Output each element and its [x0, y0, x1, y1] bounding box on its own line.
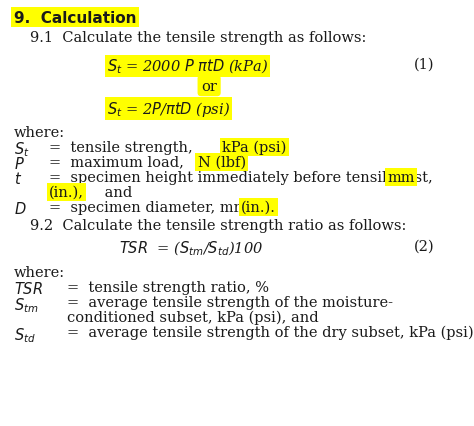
Text: =  specimen height immediately before tensile test,: = specimen height immediately before ten… [49, 170, 437, 184]
Text: (1): (1) [413, 58, 434, 72]
Text: mm: mm [388, 170, 415, 184]
Text: where:: where: [14, 265, 65, 279]
Text: 9.1  Calculate the tensile strength as follows:: 9.1 Calculate the tensile strength as fo… [30, 32, 367, 45]
Text: $t$: $t$ [14, 170, 22, 187]
Text: $S_t$: $S_t$ [14, 140, 30, 159]
Text: $TSR$: $TSR$ [14, 280, 43, 296]
Text: and: and [100, 185, 132, 199]
Text: $S_{tm}$: $S_{tm}$ [14, 295, 38, 314]
Text: (in.),: (in.), [49, 185, 84, 199]
Text: =  maximum load,: = maximum load, [49, 155, 188, 170]
Text: $D$: $D$ [14, 201, 27, 216]
Text: =  tensile strength,: = tensile strength, [49, 140, 197, 154]
Text: conditioned subset, kPa (psi), and: conditioned subset, kPa (psi), and [67, 310, 319, 325]
Text: $S_t$ = 2$P$/$\pi tD$ (psi): $S_t$ = 2$P$/$\pi tD$ (psi) [107, 99, 230, 118]
Text: $TSR$  = ($S_{tm}$/$S_{td}$)100: $TSR$ = ($S_{tm}$/$S_{td}$)100 [118, 239, 263, 257]
Text: or: or [201, 79, 217, 93]
Text: kPa (psi): kPa (psi) [222, 140, 286, 155]
Text: =  specimen diameter, mm: = specimen diameter, mm [49, 201, 252, 214]
Text: 9.  Calculation: 9. Calculation [14, 11, 137, 26]
Text: $S_t$ = 2000 $P$ $\pi tD$ (kPa): $S_t$ = 2000 $P$ $\pi tD$ (kPa) [107, 58, 268, 76]
Text: $P$: $P$ [14, 155, 25, 171]
Text: $S_{td}$: $S_{td}$ [14, 325, 36, 344]
Text: 9.2  Calculate the tensile strength ratio as follows:: 9.2 Calculate the tensile strength ratio… [30, 218, 407, 232]
Text: N (lbf): N (lbf) [198, 155, 246, 170]
Text: (in.).: (in.). [241, 201, 275, 214]
Text: =  average tensile strength of the dry subset, kPa (psi).: = average tensile strength of the dry su… [67, 325, 474, 340]
Text: =  average tensile strength of the moisture-: = average tensile strength of the moistu… [67, 295, 393, 309]
Text: where:: where: [14, 125, 65, 139]
Text: (2): (2) [413, 239, 434, 253]
Text: =  tensile strength ratio, %: = tensile strength ratio, % [67, 280, 269, 294]
